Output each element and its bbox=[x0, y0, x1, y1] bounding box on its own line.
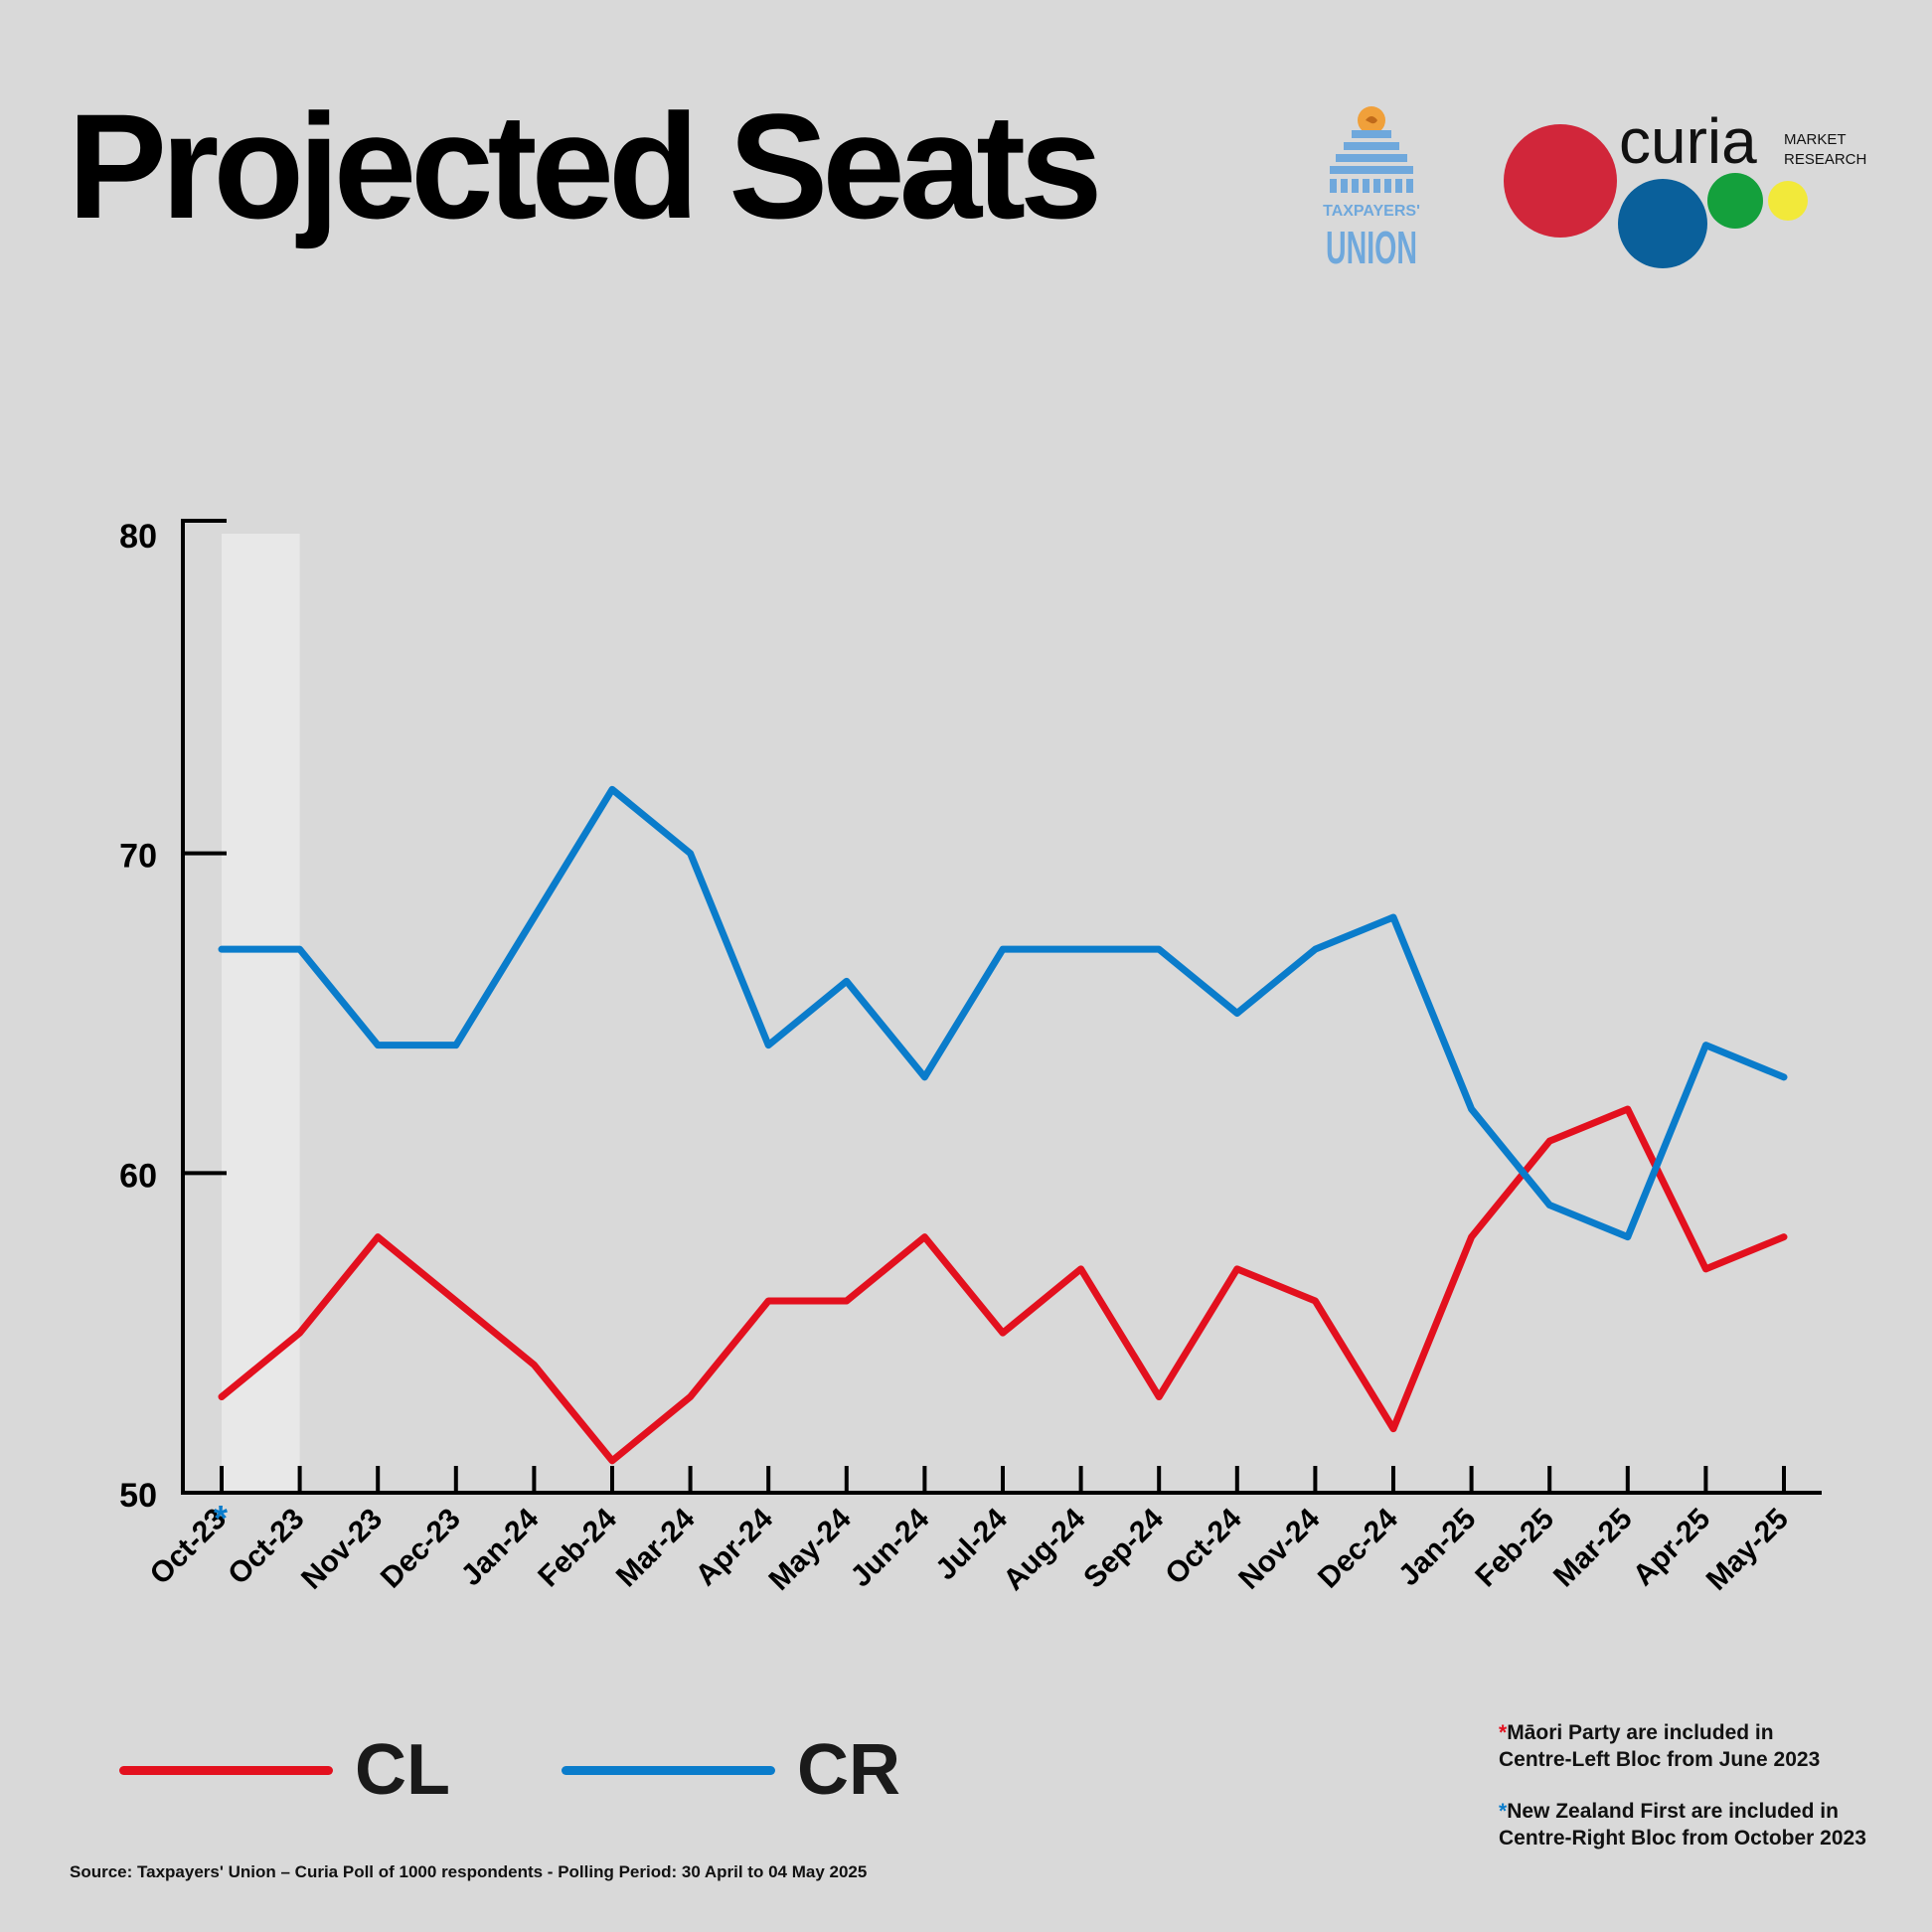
x-tick-label: Oct-23 bbox=[222, 1503, 310, 1591]
x-tick-label: Mar-25 bbox=[1547, 1503, 1639, 1594]
highlight-band bbox=[222, 534, 300, 1493]
legend-item-cl: CL bbox=[119, 1729, 450, 1811]
legend-label-cr: CR bbox=[797, 1730, 900, 1810]
curia-logo-name: curia bbox=[1619, 109, 1757, 177]
footnote-text-line2: Centre-Right Bloc from October 2023 bbox=[1499, 1827, 1866, 1850]
footnote-star: * bbox=[1499, 1800, 1508, 1823]
legend-label-cl: CL bbox=[355, 1730, 450, 1810]
x-tick-label: Nov-23 bbox=[295, 1503, 389, 1596]
x-tick-label: Dec-23 bbox=[375, 1503, 467, 1595]
x-tick-label: Oct-24 bbox=[1159, 1502, 1248, 1591]
legend-swatch-cr bbox=[562, 1765, 775, 1775]
footnote-maori-party: *Māori Party are included in Centre-Left… bbox=[1499, 1719, 1916, 1773]
x-tick-label: Feb-24 bbox=[532, 1502, 623, 1593]
series-line-cl bbox=[218, 1105, 1788, 1465]
first-category-marker: * bbox=[214, 1498, 228, 1538]
curia-logo-sub2: RESEARCH bbox=[1784, 151, 1866, 168]
legend: CL CR bbox=[119, 1729, 1014, 1819]
y-tick-label: 50 bbox=[119, 1477, 157, 1515]
footnote-star: * bbox=[1499, 1721, 1508, 1744]
y-tick-label: 80 bbox=[119, 518, 157, 556]
footnote-text-line1: New Zealand First are included in bbox=[1507, 1800, 1839, 1823]
footnotes: *Māori Party are included in Centre-Left… bbox=[1499, 1719, 1916, 1876]
x-tick-label: Jan-24 bbox=[455, 1502, 546, 1592]
x-tick-label: Jun-24 bbox=[845, 1502, 936, 1593]
x-tick-label: Jan-25 bbox=[1392, 1503, 1483, 1593]
y-tick-label: 60 bbox=[119, 1157, 157, 1195]
series-line-cr bbox=[218, 785, 1788, 1241]
curia-logo-sub1: MARKET bbox=[1784, 131, 1847, 148]
x-tick-label: May-24 bbox=[762, 1502, 857, 1596]
x-tick-label: Feb-25 bbox=[1469, 1503, 1560, 1594]
source-note: Source: Taxpayers' Union – Curia Poll of… bbox=[70, 1862, 868, 1881]
curia-logo: curia MARKET RESEARCH bbox=[1504, 109, 1866, 268]
legend-item-cr: CR bbox=[562, 1729, 900, 1811]
chart-title: Projected Seats bbox=[68, 82, 1103, 249]
x-tick-label: Apr-25 bbox=[1627, 1503, 1717, 1593]
taxpayers-union-logo: TAXPAYERS' UNION bbox=[1323, 106, 1420, 273]
footnote-text-line1: Māori Party are included in bbox=[1507, 1721, 1774, 1744]
x-tick-label: Aug-24 bbox=[997, 1502, 1091, 1596]
x-tick-label: Apr-24 bbox=[690, 1502, 780, 1592]
x-tick-label: Dec-24 bbox=[1312, 1502, 1404, 1594]
x-tick-label: Nov-24 bbox=[1232, 1502, 1326, 1595]
tpu-logo-text-2: UNION bbox=[1326, 222, 1417, 273]
footnote-nz-first: *New Zealand First are included in Centr… bbox=[1499, 1798, 1916, 1852]
y-tick-label: 70 bbox=[119, 838, 157, 876]
footnote-text-line2: Centre-Left Bloc from June 2023 bbox=[1499, 1748, 1821, 1771]
x-tick-label: May-25 bbox=[1700, 1503, 1795, 1597]
x-tick-label: Mar-24 bbox=[610, 1502, 702, 1593]
legend-swatch-cl bbox=[119, 1765, 333, 1775]
tpu-logo-text-1: TAXPAYERS' bbox=[1323, 203, 1420, 220]
x-tick-label: Sep-24 bbox=[1077, 1502, 1170, 1594]
